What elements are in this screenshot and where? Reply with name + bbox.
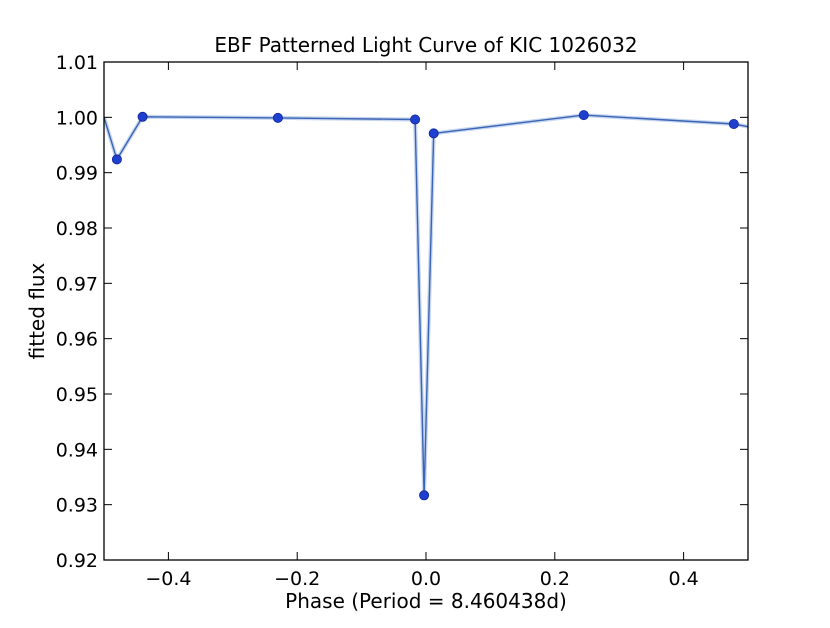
- x-tick-label: 0.0: [411, 568, 441, 590]
- x-tick-label: 0.4: [668, 568, 698, 590]
- y-tick-label: 0.93: [56, 495, 98, 517]
- data-point: [137, 111, 148, 122]
- y-tick-label: 0.97: [56, 273, 98, 295]
- x-axis: −0.4 −0.2 0.0 0.2 0.4: [145, 62, 699, 590]
- data-point: [428, 128, 439, 139]
- x-tick-label: −0.4: [145, 568, 191, 590]
- y-tick-label: 1.00: [56, 107, 98, 129]
- x-tick-label: 0.2: [540, 568, 570, 590]
- data-point: [272, 112, 283, 123]
- data-point: [728, 119, 739, 130]
- data-point: [410, 114, 421, 125]
- y-tick-label: 0.96: [56, 329, 98, 351]
- y-tick-label: 0.92: [56, 550, 98, 572]
- y-tick-label: 1.01: [56, 52, 98, 74]
- data-point: [111, 154, 122, 165]
- y-axis-title: fitted flux: [25, 262, 49, 359]
- y-tick-label: 0.95: [56, 384, 98, 406]
- y-axis: 0.92 0.93 0.94 0.95 0.96 0.97 0.98 0.99 1.00 1.01: [56, 52, 748, 572]
- plot-area: [104, 110, 748, 501]
- x-axis-title: Phase (Period = 8.460438d): [285, 589, 567, 613]
- series-0-line: [104, 114, 748, 496]
- x-tick-label: −0.2: [274, 568, 320, 590]
- data-point: [419, 490, 430, 501]
- chart-title: EBF Patterned Light Curve of KIC 1026032: [214, 33, 637, 57]
- y-tick-label: 0.98: [56, 218, 98, 240]
- data-point: [578, 110, 589, 121]
- y-tick-label: 0.99: [56, 163, 98, 185]
- y-tick-label: 0.94: [56, 439, 98, 461]
